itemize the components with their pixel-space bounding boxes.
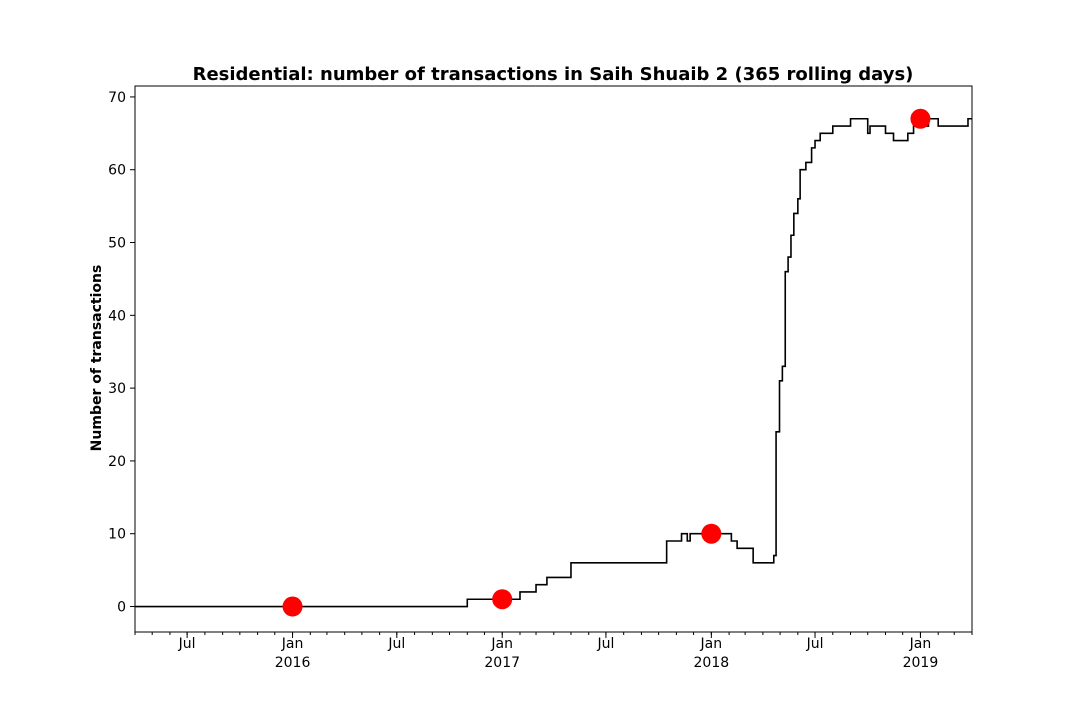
x-tick-label: Jan: [281, 636, 304, 652]
x-tick-year-label: 2019: [903, 655, 939, 671]
data-point-marker: [910, 108, 931, 129]
data-point-marker: [701, 523, 722, 544]
y-tick-label: 30: [108, 381, 126, 397]
y-tick-label: 20: [108, 454, 126, 470]
y-tick-label: 70: [108, 90, 126, 106]
chart-title: Residential: number of transactions in S…: [193, 64, 914, 85]
plot-frame: [134, 85, 973, 633]
x-tick-year-label: 2017: [484, 655, 520, 671]
x-tick-label: Jul: [806, 636, 824, 652]
plot-area: 0 10 20 30 40 50 60 70 Jul Jan 2016 Jul Jan 2017 Jul Ja…: [108, 90, 973, 671]
x-tick-label: Jul: [387, 636, 405, 652]
y-tick-label: 60: [108, 163, 126, 179]
x-tick-label: Jan: [490, 636, 513, 652]
x-tick-label: Jan: [909, 636, 932, 652]
x-tick-label: Jul: [596, 636, 614, 652]
y-tick-label: 10: [108, 527, 126, 543]
x-tick-label: Jul: [178, 636, 196, 652]
y-tick-label: 40: [108, 308, 126, 324]
y-tick-label: 0: [117, 600, 126, 616]
x-tick-year-label: 2018: [694, 655, 730, 671]
x-tick-label: Jan: [700, 636, 723, 652]
series-line-0: [135, 117, 972, 608]
y-tick-label: 50: [108, 236, 126, 252]
data-point-marker: [282, 596, 303, 617]
y-axis-label: Number of transactions: [89, 265, 105, 452]
data-point-marker: [492, 589, 513, 610]
x-tick-year-label: 2016: [275, 655, 311, 671]
